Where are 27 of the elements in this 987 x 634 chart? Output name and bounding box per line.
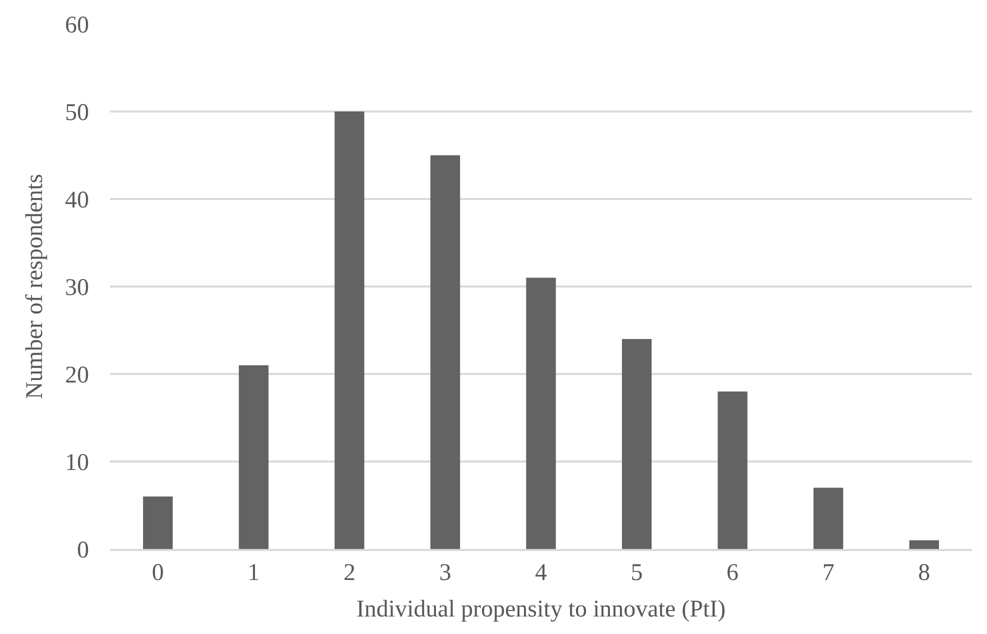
y-tick-label: 60 (65, 12, 89, 38)
bar (909, 540, 939, 549)
y-tick-label: 30 (65, 274, 89, 301)
x-tick-label: 5 (630, 560, 643, 586)
x-tick-label: 3 (439, 560, 452, 586)
x-tick-label: 2 (343, 560, 356, 586)
bar (238, 365, 269, 549)
x-tick-label: 8 (918, 560, 930, 586)
y-tick-label: 40 (65, 187, 89, 214)
bar (526, 278, 556, 549)
x-tick-label: 7 (822, 560, 834, 586)
x-tick-label: 4 (535, 560, 547, 586)
bar (813, 488, 844, 549)
bar (718, 392, 748, 549)
x-tick-label: 6 (726, 560, 739, 586)
y-tick-label: 20 (65, 362, 89, 388)
x-tick-label: 1 (248, 560, 260, 586)
x-tick-label: 0 (152, 560, 164, 586)
x-axis-title: Individual propensity to innovate (PtI) (356, 596, 726, 623)
y-tick-label: 50 (65, 100, 89, 126)
bar (622, 339, 652, 549)
y-tick-label: 0 (77, 537, 89, 564)
bar (430, 155, 460, 549)
bar (334, 112, 364, 549)
y-tick-label: 10 (65, 450, 89, 476)
y-axis-title: Number of respondents (22, 174, 48, 400)
bar (143, 496, 173, 549)
